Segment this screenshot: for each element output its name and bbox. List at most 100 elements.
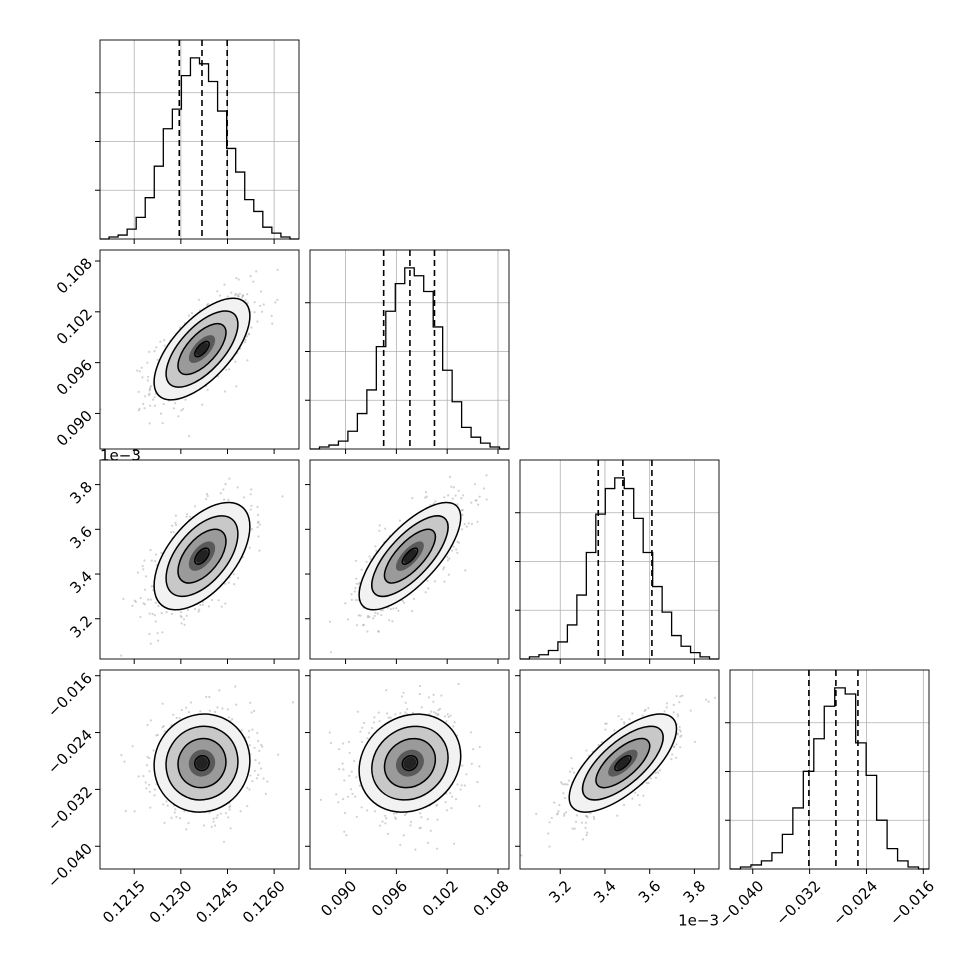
scatter-point [257,740,260,743]
scatter-point [149,642,152,645]
scatter-point [429,829,432,832]
scatter-point [418,692,421,696]
scatter-point [154,620,157,623]
scatter-point [174,402,177,405]
scatter-point [393,816,396,819]
scatter-point [208,709,211,712]
scatter-point [641,714,644,717]
scatter-point [138,407,141,410]
scatter-point [411,497,414,500]
scatter-point [205,304,209,307]
scatter-point [426,841,430,844]
scatter-point [350,593,353,596]
scatter-point [461,528,464,531]
scatter-point [377,630,380,633]
scatter-point [672,711,675,714]
scatter-point [452,725,455,728]
scatter-point [224,582,227,585]
scatter-point [401,599,404,603]
scatter-point [355,815,358,818]
x-tick-label: 0.1215 [99,877,149,927]
scatter-point [270,314,273,317]
axes-frame [99,39,300,240]
scatter-point [448,475,452,478]
scatter-point [362,623,365,626]
scatter-point [457,489,460,492]
scatter-point [205,492,208,496]
density-level [196,756,208,770]
scatter-point [548,821,551,824]
scatter-point [255,777,259,780]
scatter-point [600,741,603,744]
scatter-point [381,609,384,612]
scatter-point [345,834,348,837]
contour-line [371,725,449,801]
scatter-point [124,809,127,813]
x-tick-label: 0.090 [317,877,360,920]
scatter-point [689,709,692,712]
scatter-point [136,369,139,372]
scatter-point [146,379,149,382]
scatter-point [430,710,433,713]
scatter-point [566,783,569,786]
scatter-point [120,754,123,757]
scatter-point [201,403,204,406]
scatter-point [253,301,256,304]
scatter-point [575,814,578,817]
y-tick-label: −0.040 [44,840,96,892]
scatter-point [187,822,190,825]
scatter-point [199,603,202,607]
scatter-point [563,814,566,817]
x-tick-label: 3.4 [590,877,620,907]
scatter-point [329,651,332,654]
scatter-point [432,693,435,696]
scatter-point [250,711,253,714]
scatter-point [215,816,218,819]
scatter-point [570,757,573,760]
scatter-point [216,814,219,817]
scatter-point [663,710,666,713]
scatter-point [361,726,364,729]
scatter-point [343,779,346,782]
scatter-point [372,721,376,724]
scatter-point [616,814,619,817]
density-level [403,549,417,563]
scatter-point [562,792,565,795]
scatter-point [424,496,427,499]
scatter-point [218,689,221,692]
scatter-point [451,497,454,500]
contour-line [614,754,632,772]
scatter-point [367,731,370,735]
scatter-point [171,612,174,616]
scatter-point [679,695,682,698]
y-tick-label: 0.108 [53,254,96,297]
scatter-point [197,298,200,301]
scatter-point [216,290,219,293]
scatter-point [437,713,440,716]
scatter-point [232,573,235,576]
scatter-point [354,586,357,590]
scatter-point [142,402,145,406]
scatter-point [476,520,479,523]
scatter-point [455,548,458,551]
scatter-point [259,304,262,307]
scatter-point [262,303,265,306]
scatter-point [226,708,229,711]
contour-line [177,322,227,376]
scatter-point [133,599,136,602]
scatter-point [454,494,457,497]
scatter-point [564,783,567,786]
scatter-point [656,771,660,774]
scatter-point [394,713,397,716]
scatter-point [210,825,213,828]
axes-frame [729,669,930,870]
scatter-point [255,270,258,273]
y-tick-label: −0.016 [44,669,96,721]
scatter-point [446,713,449,716]
scatter-point [357,582,360,586]
scatter-point [165,800,168,803]
scatter-point [220,605,223,608]
contour-line [194,547,210,565]
scatter-point [140,366,143,369]
scatter-point [227,816,230,819]
